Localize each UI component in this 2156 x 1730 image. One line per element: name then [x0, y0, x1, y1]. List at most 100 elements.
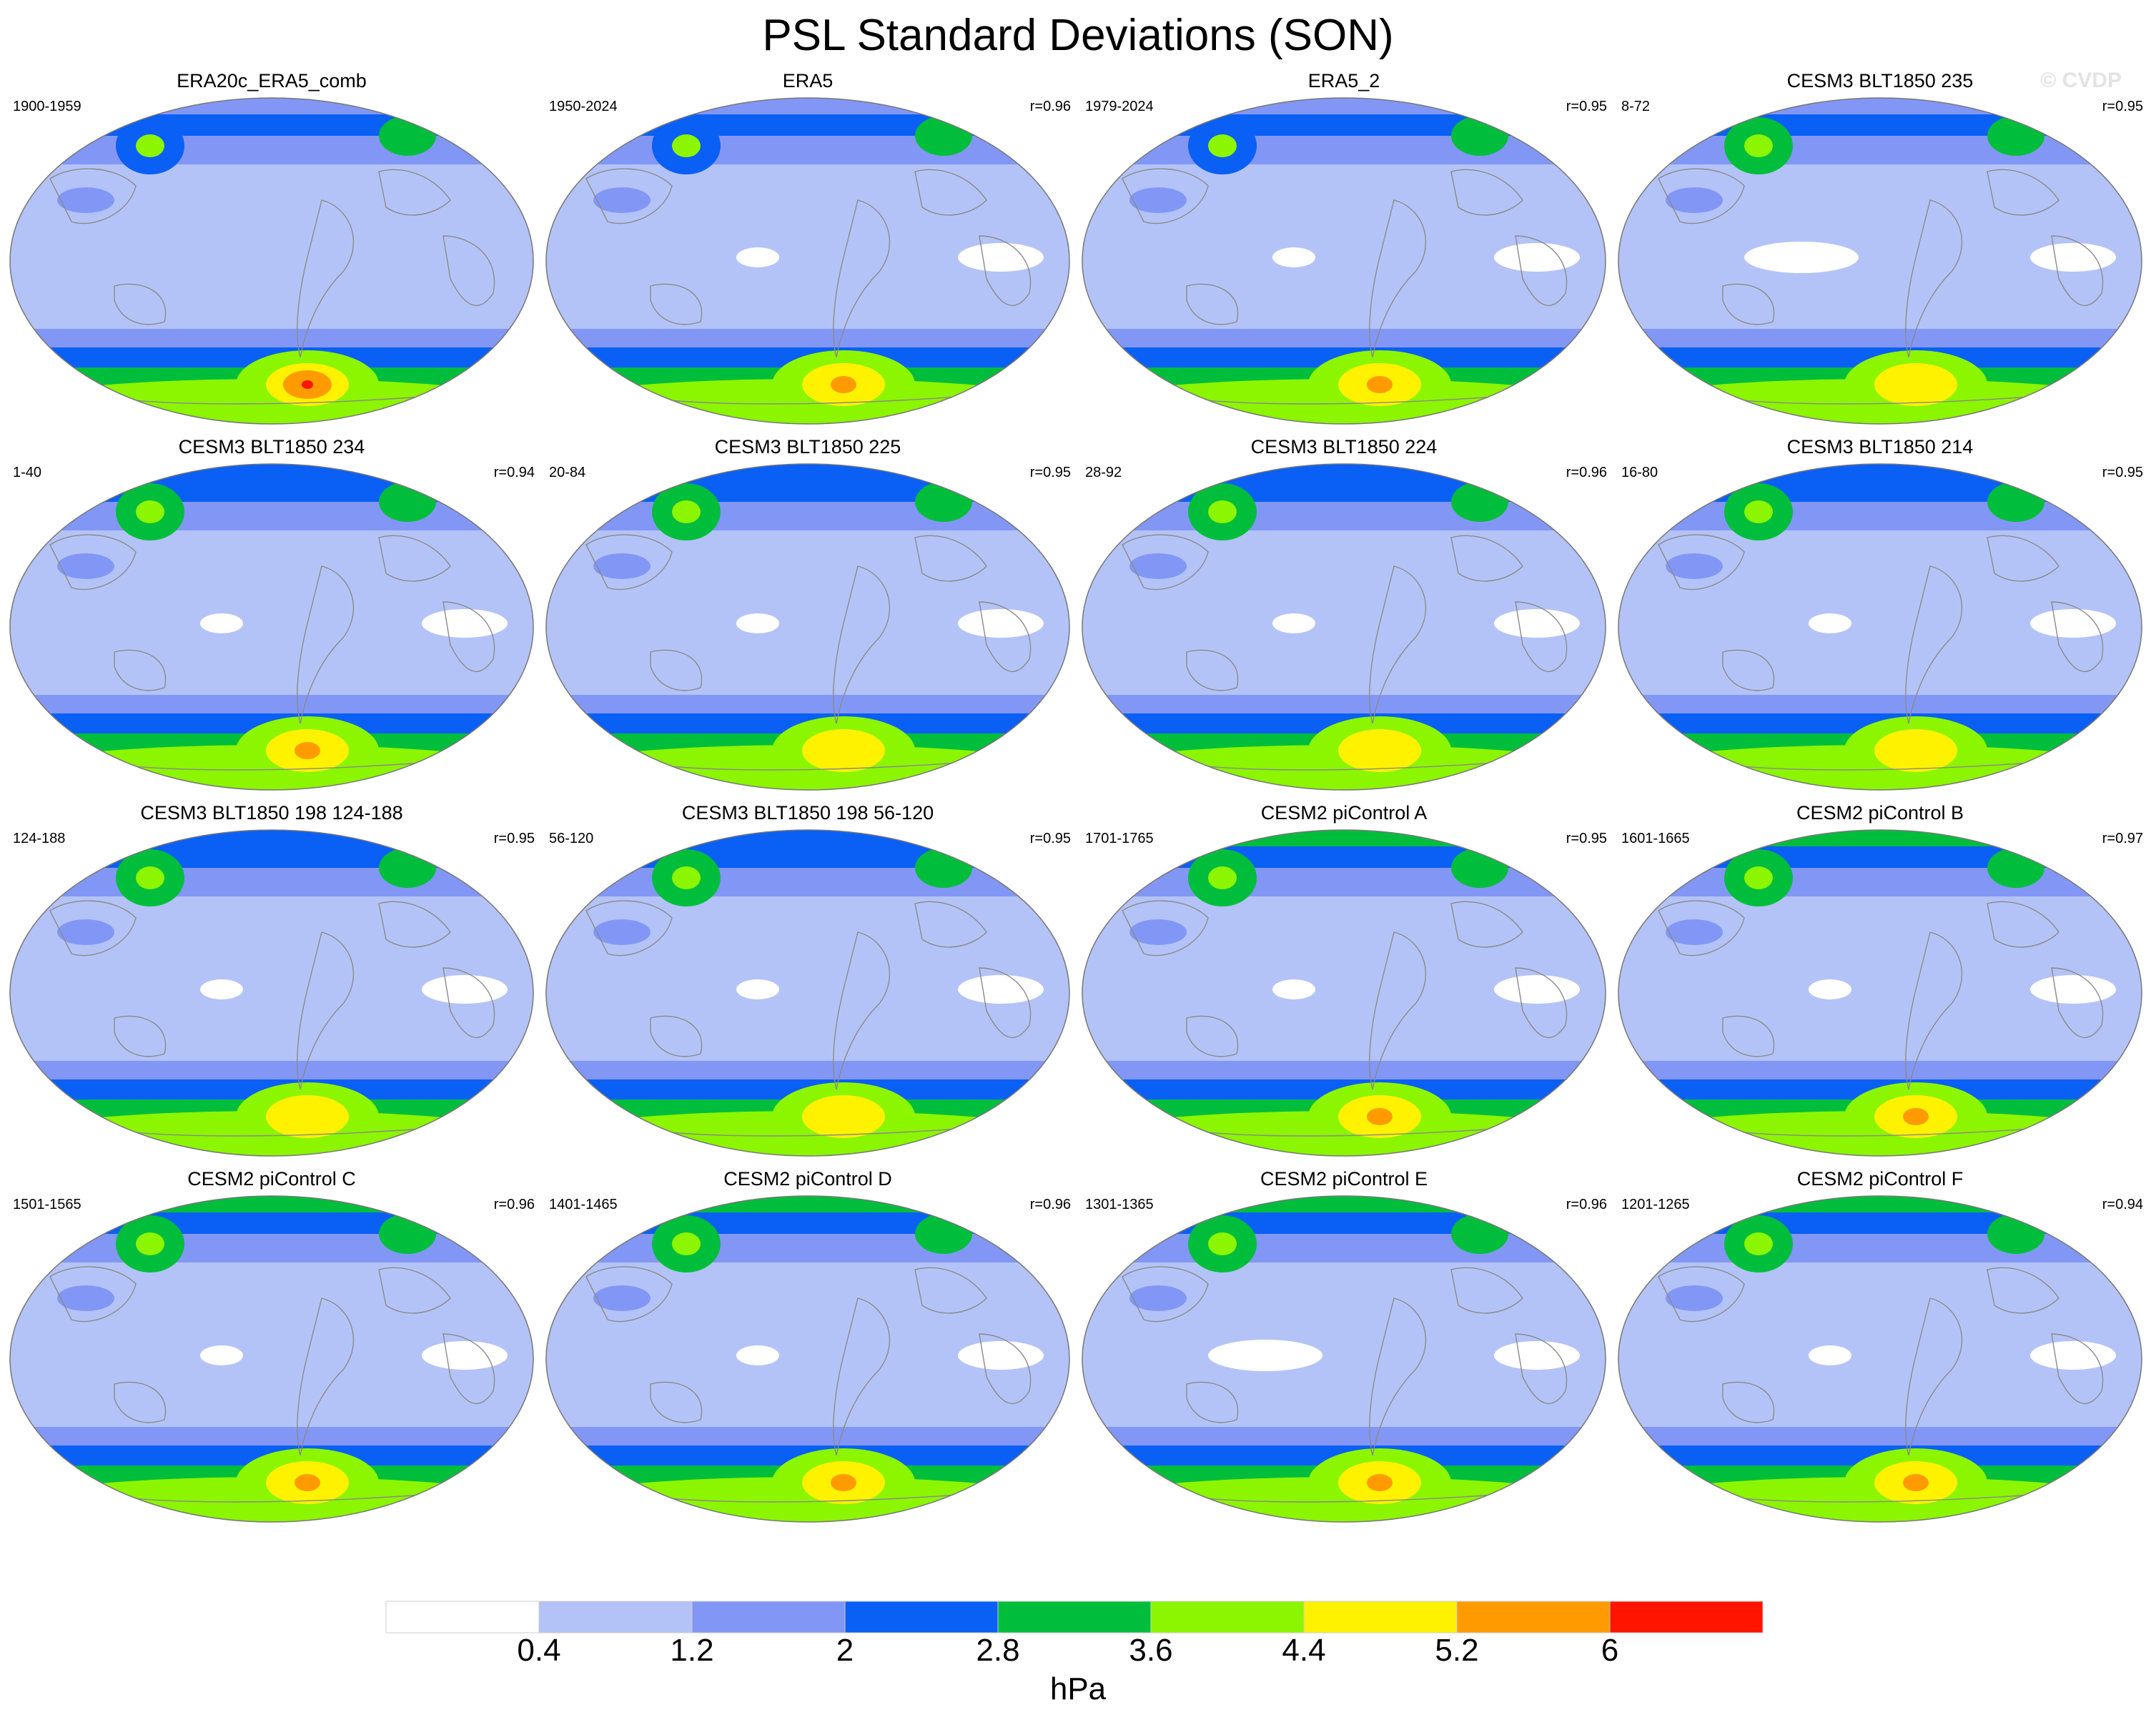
tropical-minimum-atlantic	[1494, 609, 1580, 638]
south-pacific-core	[295, 742, 320, 759]
coastline	[442, 1333, 495, 1405]
map-panel: CESM3 BLT1850 225 20-84 r=0.95	[543, 436, 1072, 795]
asia-feature	[1666, 187, 1723, 213]
tropical-minimum-atlantic	[1494, 1341, 1580, 1370]
north-pacific-core	[672, 500, 701, 523]
coastline	[378, 901, 451, 948]
coastline	[1905, 565, 1963, 724]
north-pacific-core	[672, 134, 701, 157]
coastline	[297, 199, 355, 358]
watermark: © CVDP	[2040, 69, 2122, 92]
panel-pattern-correlation: r=0.94	[493, 465, 535, 480]
coastline	[1515, 1333, 1568, 1405]
map-outline	[1082, 463, 1606, 791]
map-field	[545, 1195, 1070, 1523]
coastline	[1369, 199, 1427, 358]
south-pacific-core	[1367, 376, 1393, 393]
coastline	[114, 283, 167, 325]
map-outline	[1082, 829, 1606, 1157]
south-pacific-peak	[302, 380, 313, 389]
south-pacific-core	[1903, 1108, 1929, 1125]
coastline	[442, 235, 495, 307]
north-pacific-core	[672, 1232, 701, 1255]
south-pacific-inner	[802, 1095, 885, 1138]
coastline	[442, 967, 495, 1039]
panel-years: 1-40	[13, 465, 42, 480]
panel-years: 20-84	[549, 465, 586, 480]
tropical-minimum-atlantic	[422, 975, 508, 1004]
coastline	[114, 1015, 167, 1057]
coastline	[1122, 1266, 1209, 1323]
tropical-minimum-atlantic	[1494, 243, 1580, 272]
coastline	[1186, 1015, 1239, 1057]
coastline	[1186, 1381, 1239, 1423]
panel-title: CESM2 piControl A	[1260, 802, 1428, 824]
colorbar-swatch	[1303, 1601, 1458, 1633]
colorbar-tick-label: 2	[836, 1633, 854, 1668]
coastline	[297, 931, 355, 1090]
tropical-minimum-atlantic	[2030, 609, 2116, 638]
coastline	[1905, 199, 1963, 358]
map-panel: CESM2 piControl D 1401-1465 r=0.96	[543, 1168, 1072, 1527]
panel-title: ERA5	[782, 70, 834, 92]
tropical-minimum-pacific	[1272, 247, 1315, 267]
tropical-minimum-atlantic	[422, 609, 508, 638]
tropical-minimum-atlantic	[2030, 1341, 2116, 1370]
panel-title: CESM3 BLT1850 235	[1786, 70, 1974, 92]
coastline	[1515, 967, 1568, 1039]
coastline	[979, 601, 1032, 673]
map-field	[1618, 97, 2142, 425]
panel-pattern-correlation: r=0.97	[2102, 831, 2143, 846]
colorbar-swatch	[538, 1601, 693, 1633]
south-pacific-core	[831, 1474, 856, 1491]
map-field	[545, 829, 1070, 1157]
panel-pattern-correlation: r=0.96	[1029, 1197, 1071, 1212]
panel-years: 56-120	[549, 831, 594, 846]
asia-feature	[593, 1285, 651, 1311]
coastline	[49, 900, 137, 957]
panel-years: 1301-1365	[1085, 1197, 1154, 1212]
map-outline	[9, 829, 534, 1157]
map-panel: CESM3 BLT1850 214 16-80 r=0.95	[1616, 436, 2145, 795]
coastline	[378, 535, 451, 582]
coastline	[297, 1298, 355, 1456]
north-pacific-core	[1208, 1232, 1237, 1255]
coastline	[979, 967, 1032, 1039]
north-pacific-core	[1208, 500, 1237, 523]
coastline	[1658, 534, 1745, 590]
coastline	[1987, 1267, 2059, 1314]
colorbar-tick-label: 3.6	[1129, 1633, 1173, 1668]
panel-pattern-correlation: r=0.95	[1566, 831, 1607, 846]
panel-title: CESM3 BLT1850 214	[1786, 436, 1974, 458]
panel-title: CESM2 piControl E	[1260, 1168, 1428, 1190]
north-pacific-core	[136, 500, 164, 523]
panel-title: ERA20c_ERA5_comb	[177, 70, 367, 92]
coastline	[1905, 1298, 1963, 1456]
map-field	[9, 829, 534, 1157]
coastline	[1369, 931, 1427, 1090]
coastline	[378, 169, 451, 216]
tropical-minimum-pacific	[1272, 613, 1315, 633]
tropical-minimum-atlantic	[958, 1341, 1044, 1370]
coastline	[650, 1381, 703, 1423]
coastline	[1369, 565, 1427, 724]
coastline	[1450, 535, 1523, 582]
asia-feature	[57, 553, 114, 579]
asia-feature	[57, 919, 114, 945]
coastline	[49, 1266, 137, 1323]
map-outline	[1082, 97, 1606, 425]
tropical-minimum-atlantic	[2030, 243, 2116, 272]
coastline	[1987, 901, 2059, 948]
panel-title: CESM3 BLT1850 224	[1250, 436, 1438, 458]
coastline	[1450, 901, 1523, 948]
coastline	[650, 1015, 703, 1057]
colorbar-swatch	[385, 1601, 540, 1633]
panel-years: 1601-1665	[1621, 831, 1690, 846]
coastline	[1515, 601, 1568, 673]
map-field	[545, 97, 1070, 425]
panel-pattern-correlation: r=0.94	[2102, 1197, 2143, 1212]
map-outline	[9, 1195, 534, 1523]
panel-pattern-correlation: r=0.96	[493, 1197, 535, 1212]
coastline	[1186, 283, 1239, 325]
coastline	[1122, 168, 1209, 224]
